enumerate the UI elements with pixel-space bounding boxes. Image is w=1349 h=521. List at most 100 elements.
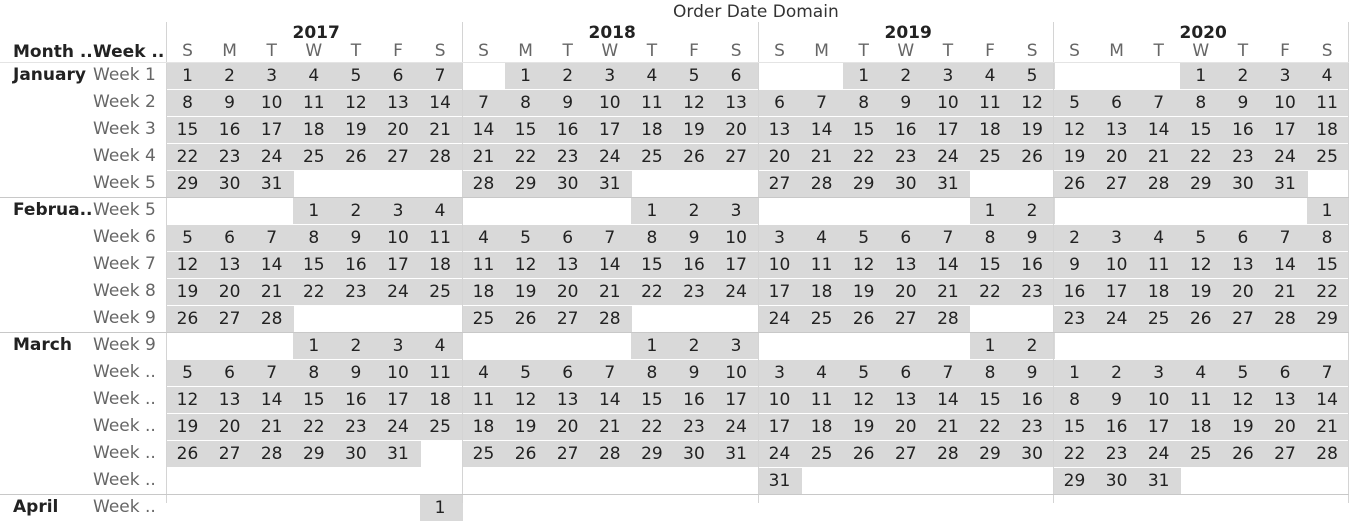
day-cell[interactable]	[463, 225, 506, 251]
day-cell[interactable]	[715, 333, 759, 359]
day-cell[interactable]	[673, 279, 717, 305]
day-cell[interactable]	[251, 387, 295, 413]
day-cell[interactable]	[209, 90, 253, 116]
day-cell[interactable]	[167, 441, 210, 467]
day-cell[interactable]	[927, 279, 971, 305]
day-cell[interactable]	[759, 360, 802, 386]
day-cell[interactable]	[715, 225, 759, 251]
day-cell[interactable]	[1264, 441, 1308, 467]
day-cell[interactable]	[843, 117, 887, 143]
day-cell[interactable]	[843, 414, 887, 440]
day-cell[interactable]	[419, 90, 463, 116]
day-cell[interactable]	[673, 90, 717, 116]
day-cell[interactable]	[1011, 387, 1055, 413]
day-cell[interactable]	[1096, 387, 1140, 413]
day-cell[interactable]	[715, 387, 759, 413]
day-cell[interactable]	[463, 360, 506, 386]
day-cell[interactable]	[1264, 90, 1308, 116]
day-cell[interactable]	[1096, 225, 1140, 251]
day-cell[interactable]	[251, 279, 295, 305]
day-cell[interactable]	[1054, 306, 1097, 332]
day-cell[interactable]	[843, 441, 887, 467]
day-cell[interactable]	[1222, 90, 1266, 116]
day-cell[interactable]	[505, 117, 549, 143]
day-cell[interactable]	[1011, 441, 1055, 467]
day-cell[interactable]	[1096, 252, 1140, 278]
day-cell[interactable]	[1222, 225, 1266, 251]
day-cell[interactable]	[1180, 360, 1224, 386]
day-cell[interactable]	[1306, 360, 1349, 386]
day-cell[interactable]	[1306, 90, 1349, 116]
day-cell[interactable]	[927, 144, 971, 170]
day-cell[interactable]	[1180, 387, 1224, 413]
month-column-header[interactable]: Month ..	[13, 42, 93, 62]
day-cell[interactable]	[1011, 414, 1055, 440]
day-cell[interactable]	[209, 414, 253, 440]
day-cell[interactable]	[843, 144, 887, 170]
day-cell[interactable]	[209, 279, 253, 305]
day-cell[interactable]	[1306, 279, 1349, 305]
day-cell[interactable]	[335, 117, 379, 143]
day-cell[interactable]	[1096, 360, 1140, 386]
day-cell[interactable]	[377, 117, 421, 143]
day-cell[interactable]	[1306, 414, 1349, 440]
day-cell[interactable]	[167, 387, 210, 413]
day-cell[interactable]	[293, 333, 337, 359]
day-cell[interactable]	[547, 441, 591, 467]
day-cell[interactable]	[589, 387, 633, 413]
day-cell[interactable]	[251, 117, 295, 143]
day-cell[interactable]	[885, 387, 929, 413]
day-cell[interactable]	[547, 144, 591, 170]
day-cell[interactable]	[885, 225, 929, 251]
day-cell[interactable]	[843, 225, 887, 251]
day-cell[interactable]	[589, 441, 633, 467]
day-cell[interactable]	[631, 360, 675, 386]
day-cell[interactable]	[1138, 360, 1182, 386]
day-cell[interactable]	[1096, 144, 1140, 170]
day-cell[interactable]	[927, 441, 971, 467]
day-cell[interactable]	[801, 171, 845, 197]
day-cell[interactable]	[209, 306, 253, 332]
day-cell[interactable]	[1222, 117, 1266, 143]
day-cell[interactable]	[251, 441, 295, 467]
day-cell[interactable]	[293, 63, 337, 89]
day-cell[interactable]	[1222, 387, 1266, 413]
day-cell[interactable]	[927, 414, 971, 440]
day-cell[interactable]	[1138, 414, 1182, 440]
day-cell[interactable]	[673, 198, 717, 224]
day-cell[interactable]	[969, 144, 1013, 170]
day-cell[interactable]	[547, 279, 591, 305]
day-cell[interactable]	[419, 252, 463, 278]
day-cell[interactable]	[167, 63, 210, 89]
day-cell[interactable]	[1054, 468, 1097, 494]
day-cell[interactable]	[631, 90, 675, 116]
day-cell[interactable]	[1011, 252, 1055, 278]
day-cell[interactable]	[631, 144, 675, 170]
day-cell[interactable]	[1180, 279, 1224, 305]
day-cell[interactable]	[589, 63, 633, 89]
day-cell[interactable]	[377, 63, 421, 89]
day-cell[interactable]	[885, 144, 929, 170]
day-cell[interactable]	[1096, 414, 1140, 440]
day-cell[interactable]	[505, 306, 549, 332]
day-cell[interactable]	[1138, 441, 1182, 467]
day-cell[interactable]	[419, 198, 463, 224]
day-cell[interactable]	[505, 387, 549, 413]
day-cell[interactable]	[1054, 360, 1097, 386]
day-cell[interactable]	[1054, 387, 1097, 413]
day-cell[interactable]	[927, 360, 971, 386]
day-cell[interactable]	[1306, 225, 1349, 251]
day-cell[interactable]	[1180, 225, 1224, 251]
day-cell[interactable]	[1011, 333, 1055, 359]
day-cell[interactable]	[1054, 279, 1097, 305]
day-cell[interactable]	[969, 117, 1013, 143]
day-cell[interactable]	[1096, 171, 1140, 197]
day-cell[interactable]	[463, 279, 506, 305]
day-cell[interactable]	[801, 414, 845, 440]
day-cell[interactable]	[1054, 90, 1097, 116]
day-cell[interactable]	[885, 171, 929, 197]
day-cell[interactable]	[1264, 63, 1308, 89]
day-cell[interactable]	[167, 171, 210, 197]
day-cell[interactable]	[1138, 144, 1182, 170]
day-cell[interactable]	[251, 306, 295, 332]
